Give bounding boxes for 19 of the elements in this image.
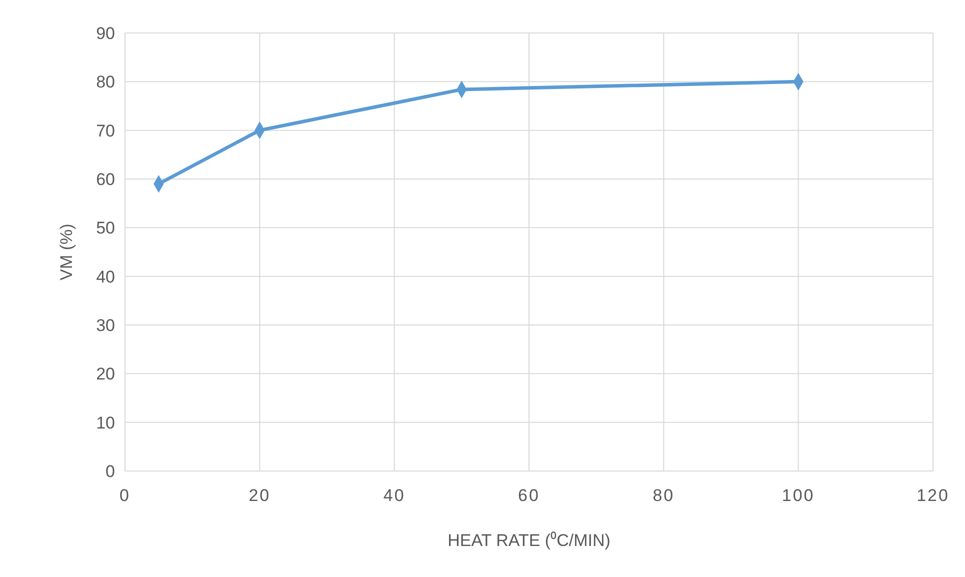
x-tick-label: 40 xyxy=(383,486,406,505)
x-tick-label: 80 xyxy=(652,486,675,505)
y-tick-label: 70 xyxy=(96,121,115,140)
y-tick-label: 80 xyxy=(96,72,115,92)
x-tick-label: 100 xyxy=(782,486,815,505)
y-axis-title: VM (%) xyxy=(57,224,76,280)
y-tick-label: 50 xyxy=(96,218,115,238)
y-tick-label: 0 xyxy=(106,462,115,481)
x-tick-label: 60 xyxy=(518,486,540,505)
x-tick-label: 20 xyxy=(248,486,271,505)
y-tick-label: 30 xyxy=(96,316,115,335)
x-axis-title: HEAT RATE (⁰C/MIN) xyxy=(448,531,610,550)
y-tick-label: 10 xyxy=(96,413,115,432)
y-tick-label: 90 xyxy=(96,24,115,43)
x-tick-label: 120 xyxy=(916,486,950,505)
x-tick-label: 0 xyxy=(120,486,130,505)
y-tick-label: 20 xyxy=(96,364,115,384)
y-tick-label: 60 xyxy=(96,170,115,189)
y-tick-label: 40 xyxy=(96,267,115,286)
